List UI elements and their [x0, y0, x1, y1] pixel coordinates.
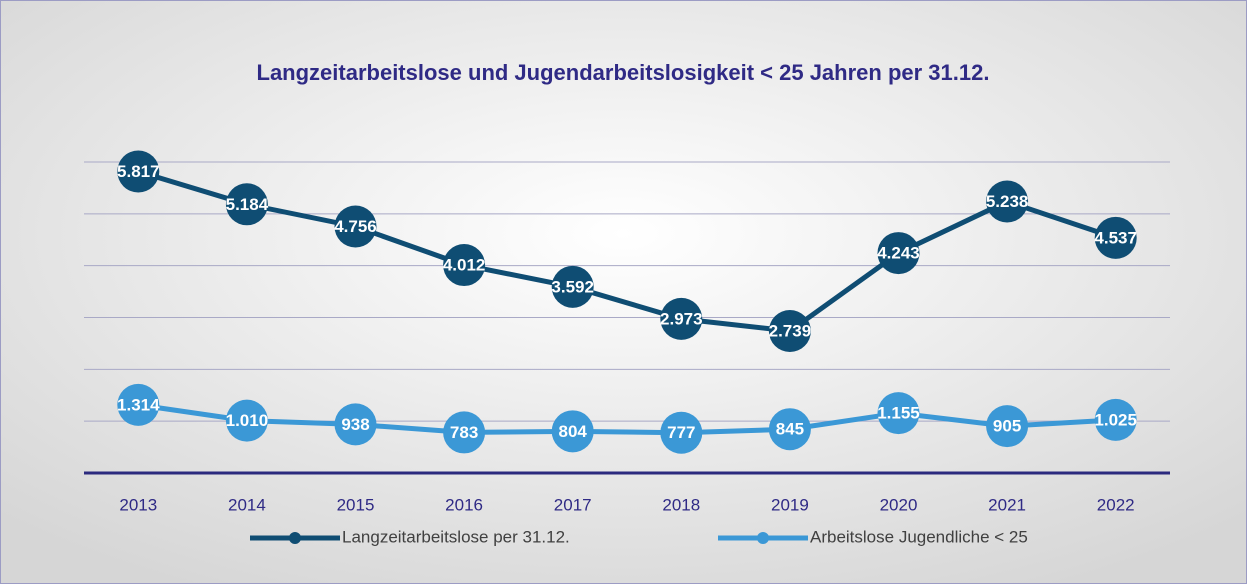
marker — [986, 180, 1029, 223]
value-label: 2.739 — [769, 322, 812, 341]
marker — [660, 411, 703, 454]
marker — [117, 150, 160, 193]
marker — [660, 297, 703, 340]
marker — [1094, 398, 1137, 441]
marker — [877, 392, 920, 435]
x-tick-label: 2013 — [119, 495, 157, 514]
x-tick-label: 2017 — [554, 495, 592, 514]
x-tick-label: 2018 — [662, 495, 700, 514]
value-label: 4.537 — [1094, 228, 1137, 247]
value-label: 2.973 — [660, 309, 703, 328]
value-label: 5.817 — [117, 162, 160, 181]
marker — [443, 411, 486, 454]
value-label: 1.025 — [1094, 410, 1137, 429]
value-label: 783 — [450, 423, 478, 442]
value-label: 3.592 — [551, 277, 594, 296]
value-label: 1.314 — [117, 395, 160, 414]
marker — [225, 399, 268, 442]
x-tick-label: 2015 — [337, 495, 375, 514]
x-tick-label: 2019 — [771, 495, 809, 514]
marker — [768, 408, 811, 451]
x-tick-label: 2020 — [880, 495, 918, 514]
marker — [768, 310, 811, 353]
x-tick-label: 2022 — [1097, 495, 1135, 514]
marker — [551, 410, 594, 453]
marker — [334, 403, 377, 446]
x-tick-label: 2014 — [228, 495, 266, 514]
value-label: 905 — [993, 417, 1021, 436]
value-label: 4.243 — [877, 244, 920, 263]
legend-marker — [757, 532, 769, 544]
value-label: 845 — [776, 420, 804, 439]
series-line — [137, 402, 1116, 436]
x-tick-label: 2016 — [445, 495, 483, 514]
value-label: 777 — [667, 423, 695, 442]
marker — [334, 205, 377, 248]
value-label: 804 — [559, 422, 588, 441]
value-label: 4.756 — [334, 217, 377, 236]
legend-marker — [289, 532, 301, 544]
marker — [551, 265, 594, 308]
marker — [117, 383, 160, 426]
value-label: 5.184 — [226, 195, 269, 214]
value-label: 938 — [341, 415, 369, 434]
chart-title: Langzeitarbeitslose und Jugendarbeitslos… — [257, 60, 990, 85]
legend-label: Langzeitarbeitslose per 31.12. — [342, 527, 570, 546]
marker — [443, 244, 486, 287]
marker — [225, 183, 268, 226]
legend-label: Arbeitslose Jugendliche < 25 — [810, 527, 1028, 546]
value-label: 1.010 — [226, 411, 269, 430]
x-tick-label: 2021 — [988, 495, 1026, 514]
value-label: 5.238 — [986, 192, 1029, 211]
value-label: 1.155 — [877, 404, 920, 423]
value-label: 4.012 — [443, 256, 486, 275]
marker — [986, 405, 1029, 448]
marker — [1094, 216, 1137, 259]
marker — [877, 232, 920, 275]
series-line — [137, 169, 1117, 334]
